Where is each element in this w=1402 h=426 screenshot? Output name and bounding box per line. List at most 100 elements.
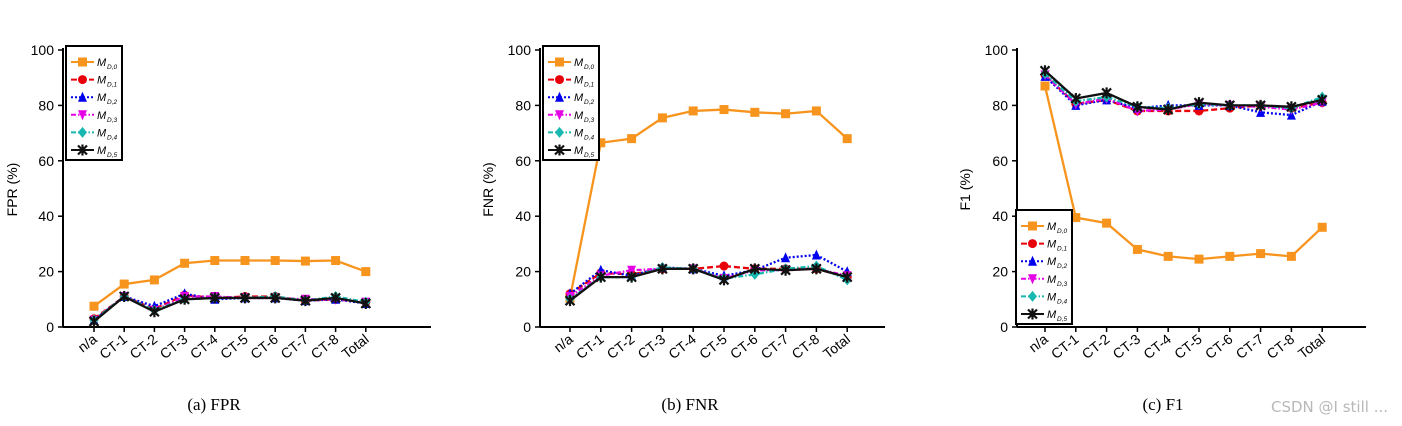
legend-label: M xyxy=(574,145,584,157)
data-point xyxy=(149,275,159,285)
data-point xyxy=(657,263,668,275)
data-point xyxy=(781,252,791,263)
legend-box xyxy=(542,45,600,161)
x-tick-label: CT-4 xyxy=(187,331,221,362)
data-point xyxy=(780,264,791,276)
series-path xyxy=(1044,69,1323,111)
x-tick-label: CT-3 xyxy=(1109,331,1143,362)
legend-label: M xyxy=(574,75,584,87)
legend-label-subscript: D,2 xyxy=(1057,263,1068,270)
legend-label-subscript: D,2 xyxy=(107,99,118,106)
data-point xyxy=(239,292,251,304)
data-point xyxy=(1286,251,1296,261)
series-line-3 xyxy=(1040,70,1327,117)
data-point xyxy=(627,265,637,276)
y-tick-label: 40 xyxy=(38,208,54,224)
x-tick-label: Total xyxy=(1295,331,1328,362)
series-path xyxy=(93,295,367,323)
y-tick-label: 0 xyxy=(523,319,531,335)
legend-marker xyxy=(555,91,564,102)
series-path xyxy=(1044,74,1323,113)
x-tick-label: CT-5 xyxy=(217,331,251,362)
data-point xyxy=(300,256,310,266)
x-tick-label: CT-3 xyxy=(157,331,191,362)
legend-marker xyxy=(554,144,565,156)
y-axis-label: FNR (%) xyxy=(480,162,496,216)
y-tick-label: 80 xyxy=(38,97,54,113)
legend-label: M xyxy=(574,110,584,122)
data-point xyxy=(1255,99,1266,111)
data-point xyxy=(750,107,760,117)
legend-label: M xyxy=(1047,239,1057,251)
data-point xyxy=(149,306,160,318)
data-point xyxy=(718,274,730,286)
data-point xyxy=(180,258,190,268)
data-point xyxy=(1132,244,1142,254)
data-point xyxy=(119,279,129,289)
y-tick-label: 0 xyxy=(46,319,54,335)
y-tick-label: 40 xyxy=(992,208,1008,224)
data-point xyxy=(1102,218,1112,228)
y-axis-label: F1 (%) xyxy=(957,169,973,211)
series-path xyxy=(568,108,848,299)
data-point xyxy=(688,106,698,116)
legend-label-subscript: D,3 xyxy=(584,117,595,124)
data-point xyxy=(749,263,761,275)
legend-label: M xyxy=(97,127,107,139)
x-tick-label: CT-8 xyxy=(788,331,822,362)
legend: M D,0M D,1M D,2M D,3M D,4M D,5 xyxy=(542,45,600,161)
legend-marker xyxy=(1028,239,1037,249)
x-tick-label: CT-4 xyxy=(1140,331,1174,362)
chart-panel-1: 020406080100n/aCT-1CT-2CT-3CT-4CT-5CT-6C… xyxy=(480,42,885,414)
legend: M D,0M D,1M D,2M D,3M D,4M D,5 xyxy=(1015,209,1073,325)
data-point xyxy=(811,249,821,260)
data-point xyxy=(331,256,341,266)
legend-label: M xyxy=(1047,256,1057,268)
data-point xyxy=(627,134,637,144)
legend-marker xyxy=(555,110,564,121)
series-line-2 xyxy=(1040,70,1327,120)
data-point xyxy=(1039,65,1051,77)
x-tick-label: CT-6 xyxy=(727,331,761,362)
data-point xyxy=(1193,97,1205,109)
data-point xyxy=(1317,222,1327,232)
x-tick-label: CT-4 xyxy=(665,331,699,362)
legend-label: M xyxy=(1047,274,1057,286)
legend-label-subscript: D,3 xyxy=(107,117,118,124)
legend-label-subscript: D,5 xyxy=(107,152,118,159)
legend-label: M xyxy=(97,110,107,122)
legend-label-subscript: D,0 xyxy=(584,64,595,71)
data-point xyxy=(842,134,852,144)
data-point xyxy=(1040,81,1050,91)
legend-label: M xyxy=(1047,309,1057,321)
x-tick-label: CT-1 xyxy=(1048,331,1082,362)
x-tick-label: CT-6 xyxy=(1202,331,1236,362)
data-point xyxy=(564,295,576,307)
y-tick-label: 100 xyxy=(985,42,1009,58)
legend-label-subscript: D,0 xyxy=(107,64,118,71)
legend-marker xyxy=(555,57,564,67)
legend-label-subscript: D,4 xyxy=(584,134,595,141)
legend-label: M xyxy=(1047,221,1057,233)
series-line-2 xyxy=(89,288,371,325)
x-tick-label: CT-5 xyxy=(1171,331,1205,362)
series-line-5 xyxy=(564,263,853,307)
legend-label-subscript: D,0 xyxy=(1057,228,1068,235)
data-point xyxy=(360,297,372,309)
x-tick-label: n/a xyxy=(1026,331,1051,356)
legend-marker xyxy=(78,126,87,138)
data-point xyxy=(719,105,729,115)
data-point xyxy=(811,263,822,275)
legend-label: M xyxy=(574,92,584,104)
data-point xyxy=(781,109,791,119)
data-point xyxy=(1070,92,1082,104)
legend-marker xyxy=(1027,308,1038,320)
legend-marker xyxy=(78,75,87,85)
x-tick-label: CT-7 xyxy=(1233,331,1267,362)
legend-box xyxy=(65,45,123,161)
legend-label-subscript: D,2 xyxy=(584,99,595,106)
x-tick-label: CT-2 xyxy=(604,331,638,362)
data-point xyxy=(1071,213,1081,223)
y-tick-label: 40 xyxy=(515,208,531,224)
data-point xyxy=(210,256,220,266)
